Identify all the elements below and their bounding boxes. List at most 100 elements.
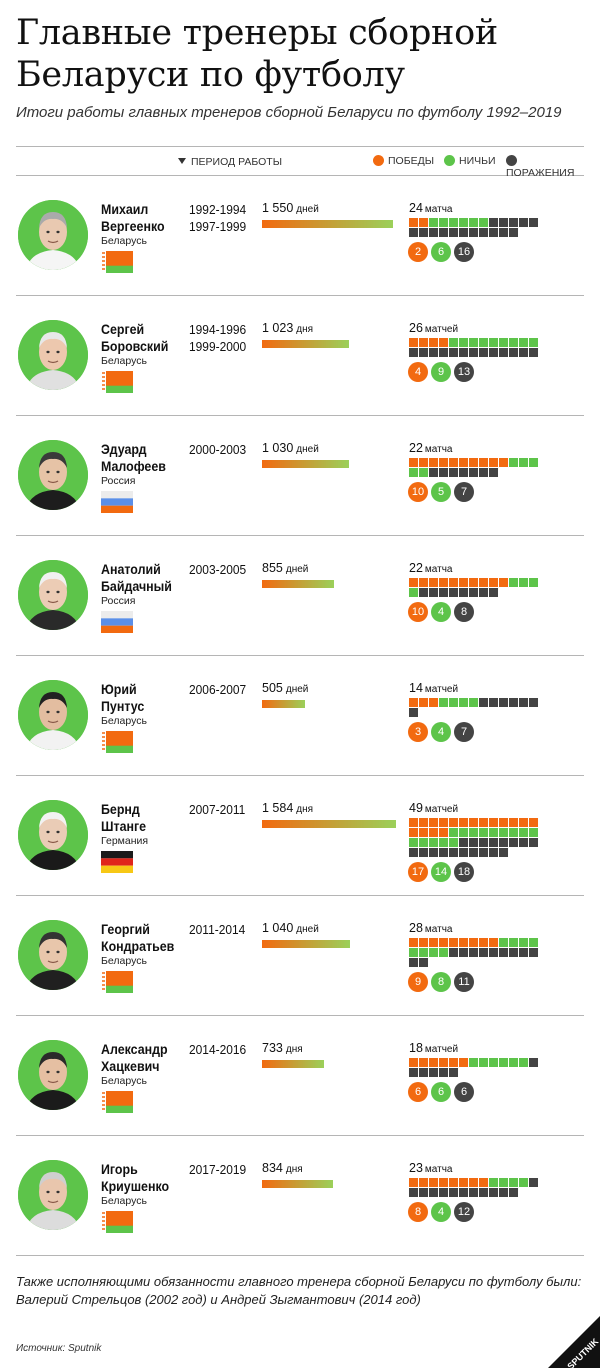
result-cell-loss: [449, 1188, 458, 1197]
coach-last-name: Криушенко: [101, 1179, 170, 1194]
result-cell-win: [479, 458, 488, 467]
result-cell-loss: [489, 848, 498, 857]
result-cell-draw: [489, 1178, 498, 1187]
result-cell-win: [459, 1058, 468, 1067]
result-cell-loss: [409, 1188, 418, 1197]
coach-years: 1992-1994 1997-1999: [189, 201, 246, 235]
result-cell-draw: [429, 838, 438, 847]
matches-value: 22 матча: [409, 441, 452, 455]
result-cell-draw: [519, 458, 528, 467]
row-divider: [16, 655, 584, 656]
days-unit: дня: [285, 1044, 303, 1055]
result-cell-win: [409, 578, 418, 587]
source-note: Источник: Sputnik: [16, 1343, 102, 1354]
coach-photo: [18, 920, 88, 990]
coach-last-name: Кондратьев: [101, 939, 175, 954]
coach-country: Беларусь: [101, 715, 147, 727]
losses-count-badge: 7: [454, 722, 474, 742]
result-cell-draw: [439, 698, 448, 707]
page-subtitle: Итоги работы главных тренеров сборной Бе…: [16, 104, 562, 121]
result-cell-win: [429, 1178, 438, 1187]
losses-count-badge: 6: [454, 1082, 474, 1102]
result-cell-draw: [449, 338, 458, 347]
matches-value: 22 матча: [409, 561, 452, 575]
coach-first-name: Юрий: [101, 682, 137, 697]
result-cell-draw: [409, 948, 418, 957]
result-cell-win: [449, 1058, 458, 1067]
days-unit: дней: [296, 204, 319, 215]
days-bar: [262, 1180, 333, 1188]
result-cell-loss: [409, 228, 418, 237]
matches-unit: матча: [424, 204, 453, 215]
result-cell-win: [419, 218, 428, 227]
coach-first-name: Александр: [101, 1042, 168, 1057]
result-cell-win: [469, 938, 478, 947]
coach-country: Германия: [101, 835, 149, 847]
result-cell-loss: [429, 848, 438, 857]
result-cell-loss: [509, 228, 518, 237]
result-cell-loss: [409, 958, 418, 967]
result-cell-draw: [519, 578, 528, 587]
result-cell-loss: [479, 468, 488, 477]
wins-count-badge: 10: [408, 482, 428, 502]
result-cell-draw: [449, 698, 458, 707]
result-cell-draw: [459, 218, 468, 227]
matches-number: 22: [409, 561, 423, 575]
draws-count-badge: 6: [431, 242, 451, 262]
result-cell-win: [439, 938, 448, 947]
result-cell-win: [489, 458, 498, 467]
coach-photo: [18, 560, 88, 630]
result-cell-loss: [409, 708, 418, 717]
coach-photo: [18, 200, 88, 270]
flag-by-icon: [101, 251, 133, 273]
days-bar: [262, 1060, 324, 1068]
result-cell-loss: [529, 948, 538, 957]
draws-count-badge: 6: [431, 1082, 451, 1102]
coach-row: Анатолий Байдачный Россия 2003-2005 855 дней 2…: [0, 558, 600, 678]
result-cell-loss: [489, 228, 498, 237]
days-value: 1 023 дня: [262, 321, 313, 335]
result-cell-loss: [499, 848, 508, 857]
result-cell-draw: [449, 218, 458, 227]
result-cell-loss: [499, 948, 508, 957]
matches-unit: матчей: [424, 804, 459, 815]
result-cell-loss: [439, 468, 448, 477]
coach-last-name: Боровский: [101, 339, 169, 354]
result-cell-loss: [489, 218, 498, 227]
days-unit: дня: [296, 804, 314, 815]
draws-count-badge: 4: [431, 722, 451, 742]
result-cell-loss: [499, 838, 508, 847]
days-unit: дней: [285, 564, 309, 575]
result-cell-win: [519, 818, 528, 827]
result-cell-win: [489, 938, 498, 947]
result-cell-loss: [429, 588, 438, 597]
result-cell-draw: [529, 338, 538, 347]
flag-de-icon: [101, 851, 133, 873]
wins-count-badge: 9: [408, 972, 428, 992]
result-cell-win: [429, 458, 438, 467]
result-cell-draw: [469, 698, 478, 707]
flag-by-icon: [101, 971, 133, 993]
result-cell-win: [529, 818, 538, 827]
coach-name: Игорь Криушенко: [101, 1161, 169, 1195]
result-cell-loss: [429, 1068, 438, 1077]
matches-number: 23: [409, 1161, 423, 1175]
days-number: 1 023: [262, 321, 294, 335]
result-cell-loss: [489, 1188, 498, 1197]
flag-by-icon: [101, 1091, 133, 1113]
result-cell-win: [449, 578, 458, 587]
result-cell-draw: [419, 838, 428, 847]
coach-country: Беларусь: [101, 955, 147, 967]
days-unit: дня: [285, 1164, 303, 1175]
result-cell-loss: [459, 228, 468, 237]
coach-years: 2007-2011: [189, 801, 245, 818]
result-cell-win: [469, 818, 478, 827]
days-number: 1 584: [262, 801, 294, 815]
result-cell-loss: [499, 218, 508, 227]
days-bar: [262, 580, 334, 588]
draws-count-badge: 5: [431, 482, 451, 502]
result-cell-loss: [459, 468, 468, 477]
coach-last-name: Малофеев: [101, 459, 166, 474]
result-cell-draw: [529, 938, 538, 947]
result-cell-loss: [459, 838, 468, 847]
